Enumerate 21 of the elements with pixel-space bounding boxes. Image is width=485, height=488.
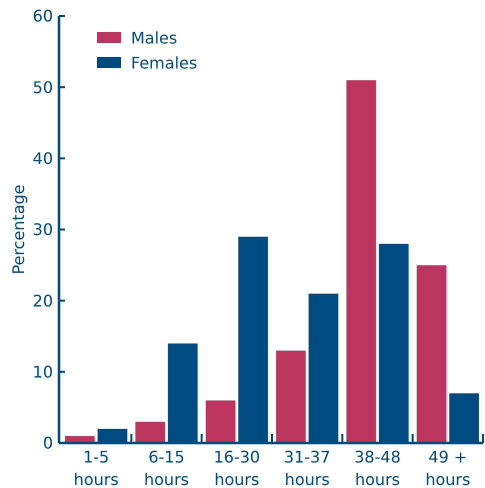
x-tick-label: 38-48 hours <box>354 448 401 488</box>
y-tick-label: 20 <box>32 291 53 310</box>
x-tick-label: 1-5 hours <box>74 448 119 488</box>
bar <box>205 400 236 444</box>
bar <box>276 350 306 444</box>
bar <box>346 80 376 444</box>
y-axis-title: Percentage <box>9 184 28 275</box>
x-tick-label: 6-15 hours <box>144 448 189 488</box>
legend-label: Males <box>131 28 178 48</box>
y-tick-label: 0 <box>42 434 53 453</box>
bar <box>416 264 447 444</box>
x-tick-label: 49 + hours <box>425 448 470 488</box>
x-tick-label: 16-30 hours <box>214 448 260 488</box>
x-tick-label: 31-37 hours <box>284 448 330 488</box>
legend-label: Females <box>131 54 198 73</box>
y-tick-label: 60 <box>32 6 53 26</box>
y-tick-label: 30 <box>32 220 53 240</box>
y-tick-label: 50 <box>32 78 53 97</box>
y-tick-label: 40 <box>32 148 53 168</box>
bar <box>134 421 166 444</box>
y-tick-label: 10 <box>32 362 53 382</box>
